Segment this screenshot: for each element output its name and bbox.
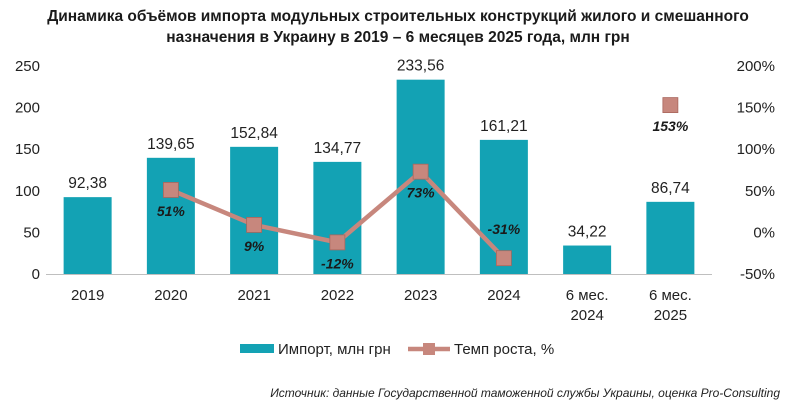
import-bar [146, 157, 195, 274]
growth-value-label: 51% [157, 203, 186, 219]
x-tick-label: 2020 [154, 287, 187, 304]
growth-value-label: 9% [244, 238, 265, 254]
chart-title-line-2: назначения в Украину в 2019 – 6 месяцев … [166, 29, 630, 46]
import-bar-value-label: 134,77 [314, 140, 361, 157]
import-bar [313, 161, 362, 274]
import-bar-value-label: 92,38 [68, 175, 107, 192]
import-bar [563, 245, 612, 274]
y-right-tick-label: 200% [737, 58, 775, 75]
y-right-tick-label: 100% [737, 141, 775, 158]
legend-bar-swatch [240, 344, 274, 353]
x-tick-label: 2021 [237, 287, 270, 304]
growth-marker [412, 163, 429, 180]
growth-value-label: -31% [488, 221, 521, 237]
import-bar-value-label: 139,65 [147, 136, 194, 153]
legend-marker-swatch [423, 343, 435, 355]
growth-marker [495, 250, 512, 267]
y-axis-right: -50% 0% 50% 100% 150% 200% [737, 58, 775, 283]
x-tick-label: 2024 [487, 287, 520, 304]
legend: Импорт, млн грн Темп роста, % [240, 341, 554, 358]
growth-marker [246, 217, 263, 233]
legend-line-label: Темп роста, % [454, 341, 554, 358]
x-tick-label: 2019 [71, 287, 104, 304]
y-left-tick-label: 100 [15, 183, 40, 200]
import-bar-value-label: 161,21 [480, 118, 527, 135]
chart-title-line-1: Динамика объёмов импорта модульных строи… [47, 8, 749, 25]
x-tick-label: 6 мес. [566, 287, 609, 304]
growth-value-label: -12% [321, 255, 354, 271]
y-left-tick-label: 150 [15, 141, 40, 158]
import-bar-value-label: 233,56 [397, 58, 444, 75]
bar-series: 92,38 139,65 152,84 134,77 233,56 161,21 34,22… [46, 58, 712, 275]
y-left-tick-label: 250 [15, 58, 40, 75]
growth-value-label: 73% [407, 185, 436, 201]
x-tick-label: 2022 [321, 287, 354, 304]
x-tick-label: 2023 [404, 287, 437, 304]
growth-line-series: 51% 9% -12% 73% -31% 153% [157, 97, 689, 271]
y-left-tick-label: 50 [23, 224, 40, 241]
import-bar-value-label: 34,22 [568, 224, 607, 241]
y-right-tick-label: 0% [753, 224, 775, 241]
import-bar-value-label: 86,74 [651, 180, 690, 197]
y-axis-left: 0 50 100 150 200 250 [15, 58, 40, 283]
growth-marker [662, 97, 679, 114]
x-tick-label: 2024 [570, 307, 603, 324]
import-bar-value-label: 152,84 [230, 125, 278, 142]
y-left-tick-label: 0 [32, 266, 40, 283]
y-right-tick-label: 50% [745, 183, 775, 200]
growth-marker [329, 234, 346, 251]
import-bar [646, 201, 695, 274]
x-tick-label: 2025 [654, 307, 687, 324]
y-right-tick-label: 150% [737, 100, 775, 117]
chart-title: Динамика объёмов импорта модульных строи… [0, 6, 796, 48]
x-tick-label: 6 мес. [649, 287, 692, 304]
import-bar [230, 146, 279, 274]
import-bar [63, 197, 112, 274]
growth-marker [162, 182, 179, 198]
growth-value-label: 153% [652, 118, 688, 134]
x-axis: 2019 2020 2021 2022 2023 2024 6 мес. 2024 6 мес.… [71, 287, 692, 324]
y-right-tick-label: -50% [740, 266, 775, 283]
source-note: Источник: данные Государственной таможен… [270, 386, 780, 400]
y-left-tick-label: 200 [15, 100, 40, 117]
legend-bar-label: Импорт, млн грн [278, 341, 391, 358]
